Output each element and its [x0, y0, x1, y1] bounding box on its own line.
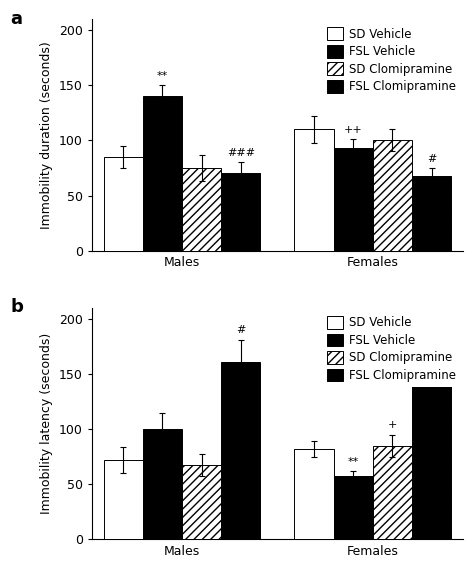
Bar: [412, 176, 451, 251]
Bar: [182, 168, 221, 251]
Bar: [334, 148, 373, 251]
Legend: SD Vehicle, FSL Vehicle, SD Clomipramine, FSL Clomipramine: SD Vehicle, FSL Vehicle, SD Clomipramine…: [322, 311, 461, 387]
Text: #: #: [236, 325, 246, 335]
Text: #: #: [427, 154, 436, 163]
Text: a: a: [10, 10, 22, 28]
Y-axis label: Immobility latency (seconds): Immobility latency (seconds): [40, 333, 54, 514]
Bar: [412, 380, 451, 539]
Text: **: **: [157, 71, 168, 81]
Text: +: +: [388, 420, 397, 430]
Text: **: **: [347, 456, 359, 467]
Bar: [104, 157, 143, 251]
Bar: [373, 141, 412, 251]
Y-axis label: Immobility duration (seconds): Immobility duration (seconds): [40, 41, 54, 229]
Bar: [373, 446, 412, 539]
Bar: [221, 174, 260, 251]
Bar: [334, 476, 373, 539]
Bar: [294, 129, 334, 251]
Text: ++: ++: [344, 125, 363, 135]
Bar: [182, 465, 221, 539]
Bar: [294, 449, 334, 539]
Text: ###: ###: [418, 356, 446, 366]
Bar: [104, 460, 143, 539]
Text: ###: ###: [227, 148, 255, 158]
Bar: [143, 429, 182, 539]
Text: b: b: [10, 299, 23, 316]
Bar: [221, 362, 260, 539]
Bar: [143, 96, 182, 251]
Legend: SD Vehicle, FSL Vehicle, SD Clomipramine, FSL Clomipramine: SD Vehicle, FSL Vehicle, SD Clomipramine…: [322, 23, 461, 98]
